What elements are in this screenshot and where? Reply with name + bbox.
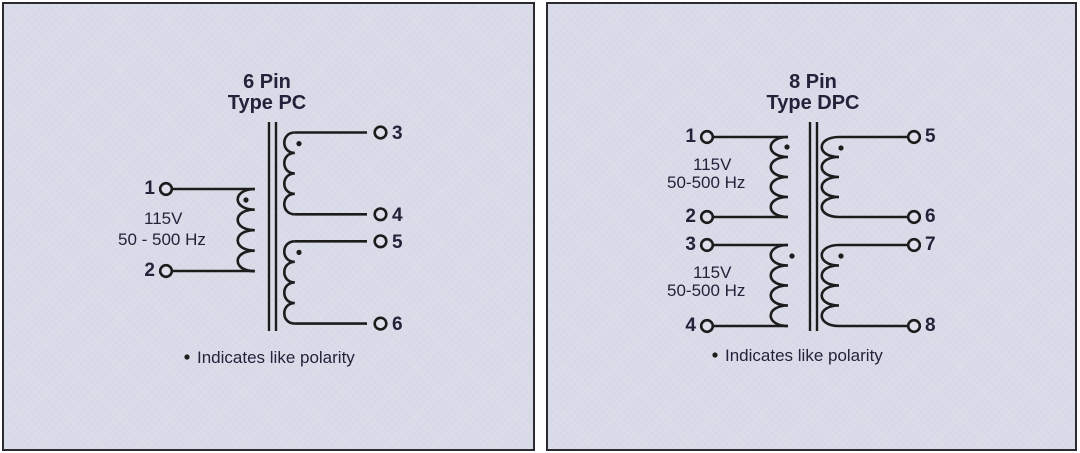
svg-text:115V: 115V xyxy=(693,263,732,282)
svg-text:50-500 Hz: 50-500 Hz xyxy=(667,281,745,300)
svg-text:4: 4 xyxy=(392,205,403,226)
svg-text:6: 6 xyxy=(925,206,936,227)
svg-text:Indicates like polarity: Indicates like polarity xyxy=(725,346,883,365)
svg-text:6: 6 xyxy=(392,314,403,335)
svg-text:115V: 115V xyxy=(693,155,732,174)
svg-text:4: 4 xyxy=(685,315,696,336)
svg-text:5: 5 xyxy=(392,232,403,253)
svg-text:1: 1 xyxy=(144,178,155,199)
svg-text:115V: 115V xyxy=(144,209,183,228)
svg-text:Type DPC: Type DPC xyxy=(767,92,860,114)
svg-text:Type PC: Type PC xyxy=(228,92,307,114)
svg-text:1: 1 xyxy=(685,126,696,147)
svg-text:Indicates like polarity: Indicates like polarity xyxy=(197,348,355,367)
svg-text:7: 7 xyxy=(925,234,936,255)
svg-text:5: 5 xyxy=(925,126,936,147)
svg-text:8 Pin: 8 Pin xyxy=(789,71,837,93)
svg-text:50 - 500 Hz: 50 - 500 Hz xyxy=(118,230,206,249)
svg-text:2: 2 xyxy=(685,206,696,227)
svg-text:8: 8 xyxy=(925,315,936,336)
svg-text:2: 2 xyxy=(144,260,155,281)
svg-text:3: 3 xyxy=(685,234,696,255)
svg-text:3: 3 xyxy=(392,123,403,144)
svg-text:6 Pin: 6 Pin xyxy=(243,71,291,93)
svg-text:50-500 Hz: 50-500 Hz xyxy=(667,173,745,192)
